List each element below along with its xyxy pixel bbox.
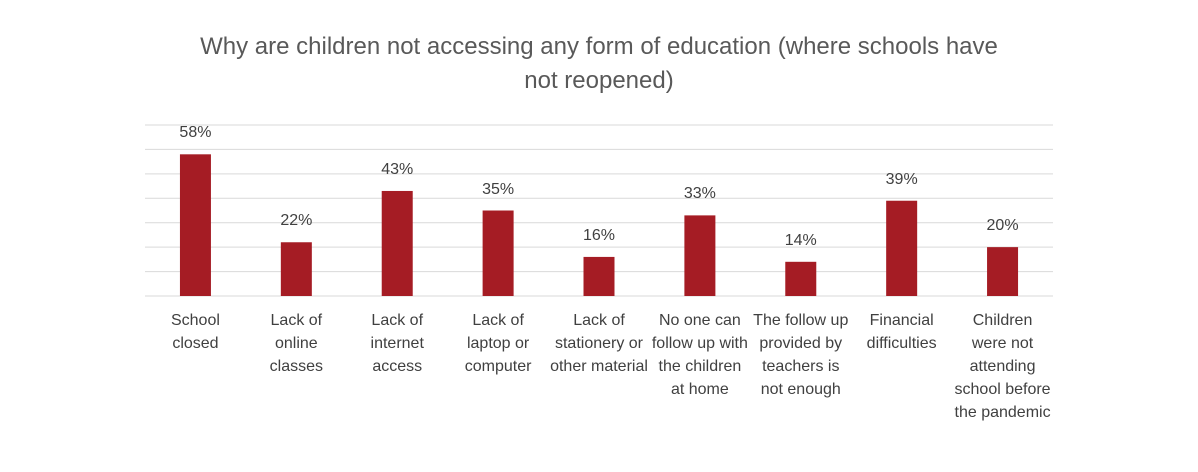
bar	[482, 210, 514, 296]
x-tick-label: Financial difficulties	[866, 312, 937, 352]
value-label: 20%	[986, 217, 1019, 235]
value-label: 35%	[482, 180, 515, 198]
value-label: 33%	[683, 185, 716, 203]
value-label: 43%	[381, 160, 414, 178]
x-tick-label: Lack of internet access	[370, 312, 424, 375]
value-label: 58%	[179, 124, 212, 142]
bar	[987, 247, 1019, 296]
value-label: 16%	[582, 226, 616, 244]
chart-title: Why are children not accessing any form …	[200, 33, 998, 94]
x-tick-label: School closed	[170, 312, 220, 352]
value-label: 39%	[885, 170, 918, 188]
bar	[886, 200, 918, 296]
x-tick-label: Children were not attending school befor…	[954, 312, 1051, 421]
bar	[785, 261, 817, 296]
bar	[381, 190, 413, 296]
value-label: 14%	[784, 231, 817, 249]
x-tick-label: Lack of stationery or other material	[550, 312, 648, 375]
bar	[583, 256, 615, 296]
bar	[179, 154, 211, 296]
x-tick-label: Lack of online classes	[269, 312, 323, 375]
x-tick-label: No one can follow up with the children a…	[651, 312, 748, 398]
x-tick-label: The follow up provided by teachers is no…	[753, 312, 849, 398]
bar	[280, 242, 312, 296]
value-label: 22%	[280, 212, 313, 230]
x-tick-label: Lack of laptop or computer	[464, 312, 532, 375]
bar	[684, 215, 716, 296]
